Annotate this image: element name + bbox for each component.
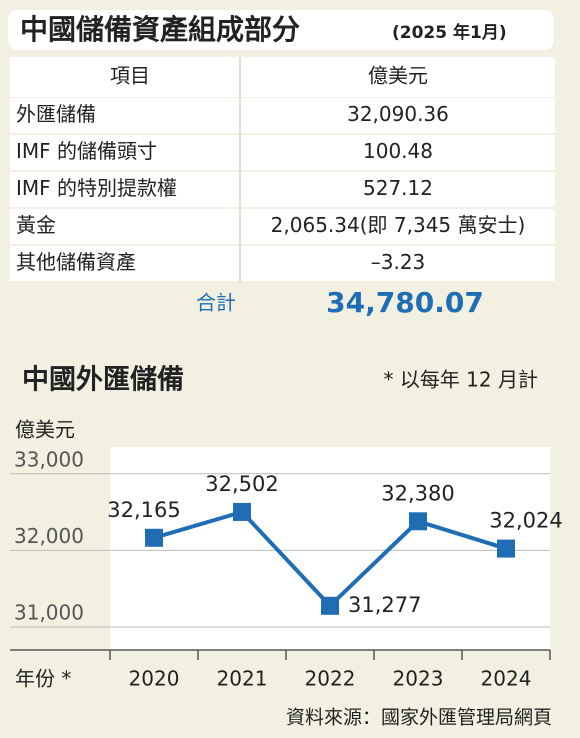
y-tick-label: 33,000 [14, 447, 84, 471]
table-total-value: 34,780.07 [326, 286, 484, 319]
table-total-label: 合計 [196, 291, 236, 315]
data-label: 32,502 [205, 472, 278, 496]
table-cell: 其他儲備資產 [16, 250, 136, 274]
table-cell: 32,090.36 [347, 102, 449, 126]
marker [409, 512, 427, 531]
table-header: 億美元 [368, 64, 428, 88]
table-cell: 100.48 [363, 139, 433, 163]
marker [321, 596, 339, 615]
marker [497, 539, 515, 558]
chart-title: 中國外匯儲備 [22, 364, 184, 396]
chart: 31,000 32,000 33,000 2020 2021 2022 2023 2024 32… [10, 447, 563, 691]
x-tick-label: 2022 [305, 667, 356, 691]
table-cell: 527.12 [363, 176, 433, 200]
title-note: (2025 年1月) [392, 22, 507, 43]
x-axis-label: 年份 * [15, 667, 71, 691]
title-box [8, 10, 554, 50]
table-row-bg [10, 135, 555, 170]
data-label: 32,380 [381, 481, 454, 505]
marker [145, 528, 163, 547]
data-label: 32,165 [107, 498, 180, 522]
x-tick-label: 2020 [129, 667, 180, 691]
table-row-bg [10, 246, 555, 281]
y-tick-label: 32,000 [14, 524, 84, 548]
y-axis-label: 億美元 [15, 418, 75, 442]
table-header-bg [10, 57, 555, 97]
table-cell: 2,065.34(即 7,345 萬安士) [271, 213, 526, 237]
table-row-bg [10, 209, 555, 244]
data-label: 31,277 [348, 593, 421, 617]
title: 中國儲備資產組成部分 [20, 13, 300, 46]
x-tick-label: 2024 [481, 667, 532, 691]
x-tick-label: 2023 [393, 667, 444, 691]
table-cell: IMF 的特別提款權 [16, 176, 177, 200]
data-label: 32,024 [489, 509, 562, 533]
table-cell: 黃金 [16, 213, 56, 237]
marker [233, 502, 251, 521]
y-tick-label: 31,000 [14, 601, 84, 625]
source: 資料來源：國家外匯管理局網頁 [286, 707, 552, 729]
table-row-bg [10, 98, 555, 133]
table-row-bg [10, 172, 555, 207]
table-cell: –3.23 [371, 250, 426, 274]
x-tick-label: 2021 [217, 667, 268, 691]
table-cell: IMF 的儲備頭寸 [16, 139, 157, 163]
table-header: 項目 [110, 64, 150, 88]
chart-note: * 以每年 12 月計 [383, 368, 538, 392]
plot-area [110, 447, 550, 650]
table-cell: 外匯儲備 [16, 102, 96, 126]
